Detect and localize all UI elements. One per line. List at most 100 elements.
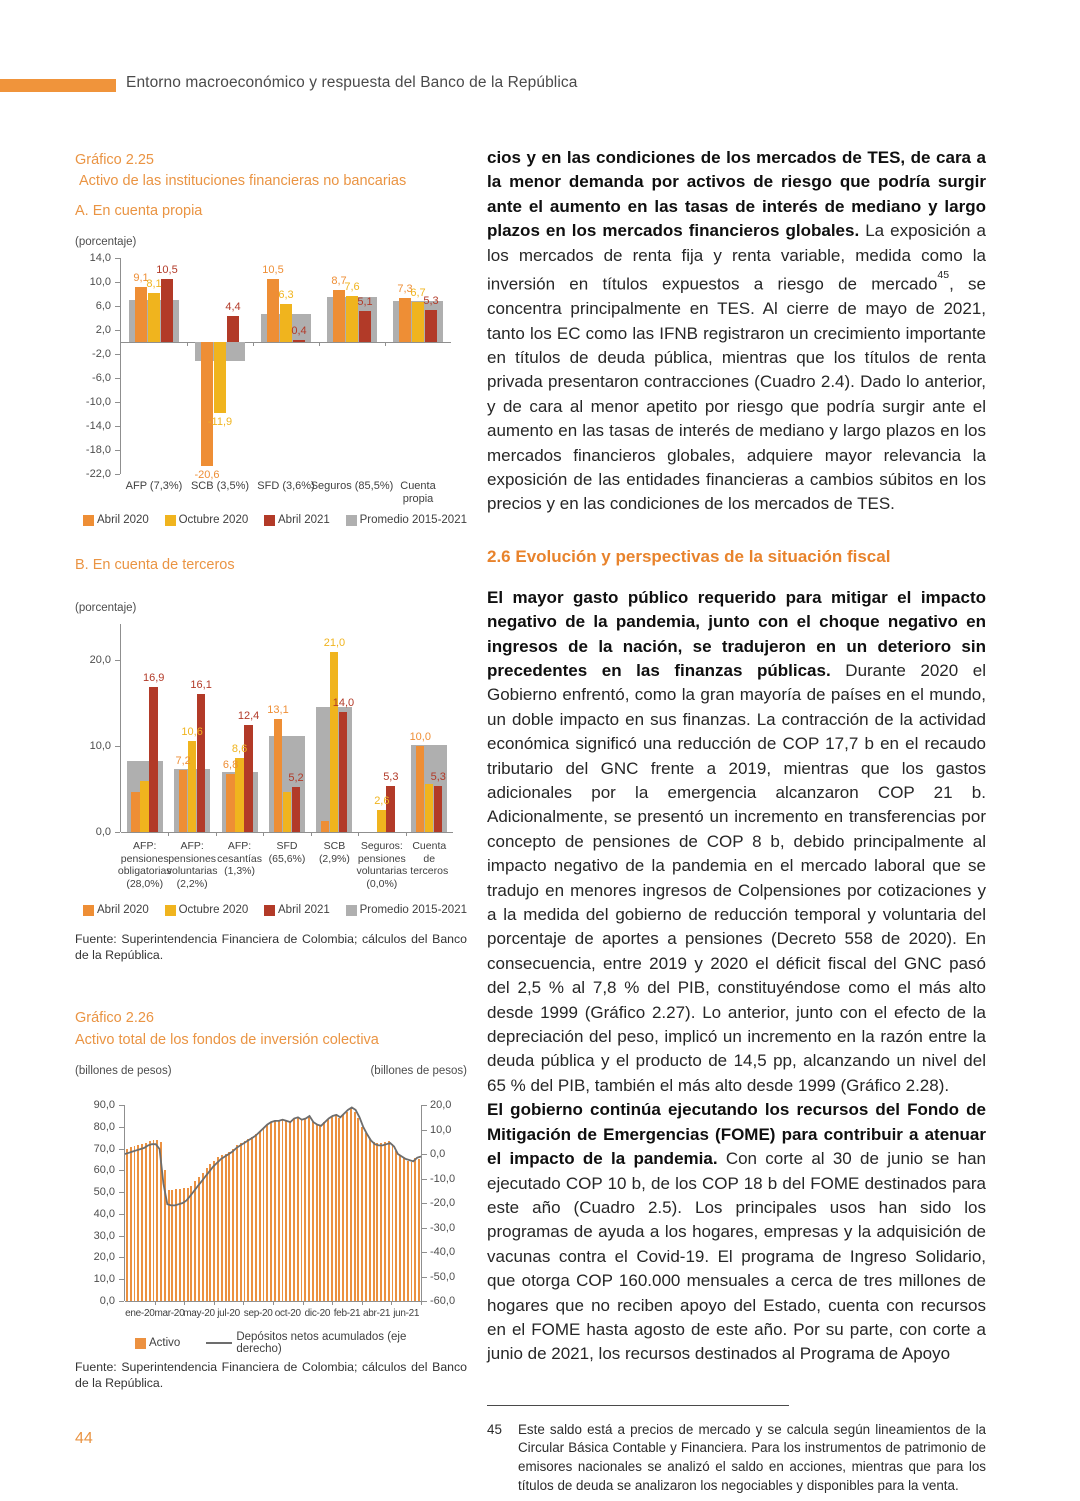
activo-bar xyxy=(406,1160,409,1301)
bar xyxy=(398,298,411,342)
y-axis-tick-label: -10,0 xyxy=(85,396,111,408)
category-label: Seguros: pensiones voluntarias (0,0%) xyxy=(356,840,408,890)
y-axis-tick xyxy=(115,258,120,259)
category-label: Cuenta propia xyxy=(400,480,436,505)
value-label: -20,6 xyxy=(194,468,220,481)
value-label: 21,0 xyxy=(323,636,346,649)
chart-c-unit-right: (billones de pesos) xyxy=(370,1065,467,1077)
legend-label: Promedio 2015-2021 xyxy=(359,904,467,916)
value-label: 10,0 xyxy=(409,731,431,744)
activo-bar xyxy=(300,1120,303,1301)
x-axis-tick xyxy=(253,342,254,346)
bar xyxy=(411,301,424,342)
value-label: 5,3 xyxy=(383,771,399,784)
activo-bar xyxy=(402,1158,405,1301)
activo-bar xyxy=(387,1140,390,1301)
legend-label: Abril 2020 xyxy=(97,904,149,916)
x-axis-tick-label: jun-21 xyxy=(393,1308,420,1319)
activo-bar xyxy=(205,1168,208,1301)
category-label: SCB (3,5%) xyxy=(190,480,250,492)
paragraph-1-text: La exposición a los mercados de renta fi… xyxy=(487,221,986,294)
legend-label: Abril 2020 xyxy=(97,514,149,526)
y-axis-tick xyxy=(115,450,120,451)
chart-c-title-line1: Gráfico 2.26 xyxy=(75,1010,154,1026)
activo-bar xyxy=(179,1188,181,1301)
bar xyxy=(187,740,197,832)
body-paragraph-1: cios y en las condiciones de los mercado… xyxy=(487,146,986,517)
right-axis-tick-label: -30,0 xyxy=(430,1221,456,1234)
right-axis-tick-label: 20,0 xyxy=(430,1099,452,1111)
y-axis-tick xyxy=(115,474,120,475)
x-axis-tick xyxy=(184,1301,186,1305)
y-axis-tick xyxy=(115,378,120,379)
left-axis-tick-label: 10,0 xyxy=(93,1273,115,1286)
left-column: Gráfico 2.25 Activo de las instituciones… xyxy=(75,150,467,1501)
value-label: -11,9 xyxy=(207,416,233,429)
y-axis-tick-label: -18,0 xyxy=(85,444,111,456)
depositos-line xyxy=(124,1106,422,1207)
legend-label: Abril 2021 xyxy=(278,904,330,916)
legend-color-swatch xyxy=(135,1337,146,1349)
left-axis-tick xyxy=(119,1170,124,1172)
activo-bar xyxy=(175,1188,178,1301)
chart-c-unit-left: (billones de pesos) xyxy=(75,1065,172,1077)
activo-bar xyxy=(368,1138,371,1301)
x-axis-tick-label: feb-21 xyxy=(333,1308,361,1319)
value-label: 16,1 xyxy=(190,678,212,691)
bar xyxy=(320,820,330,832)
footnote-reference-45: 45 xyxy=(937,269,950,282)
activo-bar xyxy=(239,1143,242,1301)
legend-item: Abril 2020 xyxy=(83,514,149,526)
value-label: 10,5 xyxy=(156,264,178,276)
value-label: 9,1 xyxy=(133,272,149,285)
legend-color-swatch xyxy=(264,904,276,916)
activo-bar xyxy=(217,1157,219,1301)
right-axis-tick-label: -60,0 xyxy=(430,1295,456,1307)
legend-color-swatch xyxy=(83,514,94,526)
legend-item: Promedio 2015-2021 xyxy=(345,514,467,526)
activo-bar xyxy=(141,1144,144,1301)
bar xyxy=(226,315,239,342)
activo-bar xyxy=(410,1161,413,1301)
activo-bar xyxy=(304,1119,307,1301)
left-axis-tick xyxy=(119,1279,124,1281)
value-label: 10,5 xyxy=(262,264,284,276)
activo-bar xyxy=(220,1155,223,1301)
activo-bar xyxy=(213,1160,216,1301)
value-label: 5,2 xyxy=(288,772,304,785)
bar xyxy=(200,342,213,466)
activo-bar xyxy=(330,1116,333,1301)
chart-a-legend: Abril 2020 Octubre 2020 Abril 2021 Promedio… xyxy=(83,514,467,526)
y-axis-tick xyxy=(115,330,120,331)
bar xyxy=(433,786,443,832)
y-axis-tick xyxy=(115,402,120,403)
chart-a-unit-label: (porcentaje) xyxy=(75,236,137,248)
right-axis-tick xyxy=(422,1301,427,1302)
activo-bar xyxy=(342,1114,345,1301)
right-axis-tick-label: -50,0 xyxy=(430,1270,456,1283)
left-axis-tick xyxy=(119,1148,124,1150)
category-label: Seguros (85,5%) xyxy=(310,480,394,492)
page-number: 44 xyxy=(75,1430,93,1447)
activo-bar xyxy=(338,1118,341,1301)
activo-bar xyxy=(273,1121,276,1301)
page-header: Entorno macroeconómico y respuesta del B… xyxy=(126,74,578,91)
chart-c: (billones de pesos) (billones de pesos) … xyxy=(75,1065,467,1360)
chart-b: (porcentaje) Abril 2020 Octubre 2020 Abril… xyxy=(75,600,467,930)
bar xyxy=(282,792,291,832)
body-paragraph-2: El mayor gasto público requerido para mi… xyxy=(487,586,986,1099)
legend-label: Octubre 2020 xyxy=(178,514,249,526)
activo-bar xyxy=(262,1127,265,1301)
chart-b-unit-label: (porcentaje) xyxy=(75,602,137,614)
left-axis-tick xyxy=(119,1235,124,1237)
value-label: 13,1 xyxy=(267,704,289,717)
x-axis-tick xyxy=(213,1301,215,1305)
activo-bar xyxy=(277,1121,280,1301)
left-axis-tick xyxy=(119,1126,124,1128)
x-axis-tick xyxy=(263,832,265,836)
right-axis-tick xyxy=(422,1129,427,1131)
activo-bar xyxy=(167,1189,170,1301)
y-axis-tick-label: 14,0 xyxy=(89,252,111,264)
footnote-45: 45 Este saldo está a precios de mercado … xyxy=(487,1421,986,1495)
